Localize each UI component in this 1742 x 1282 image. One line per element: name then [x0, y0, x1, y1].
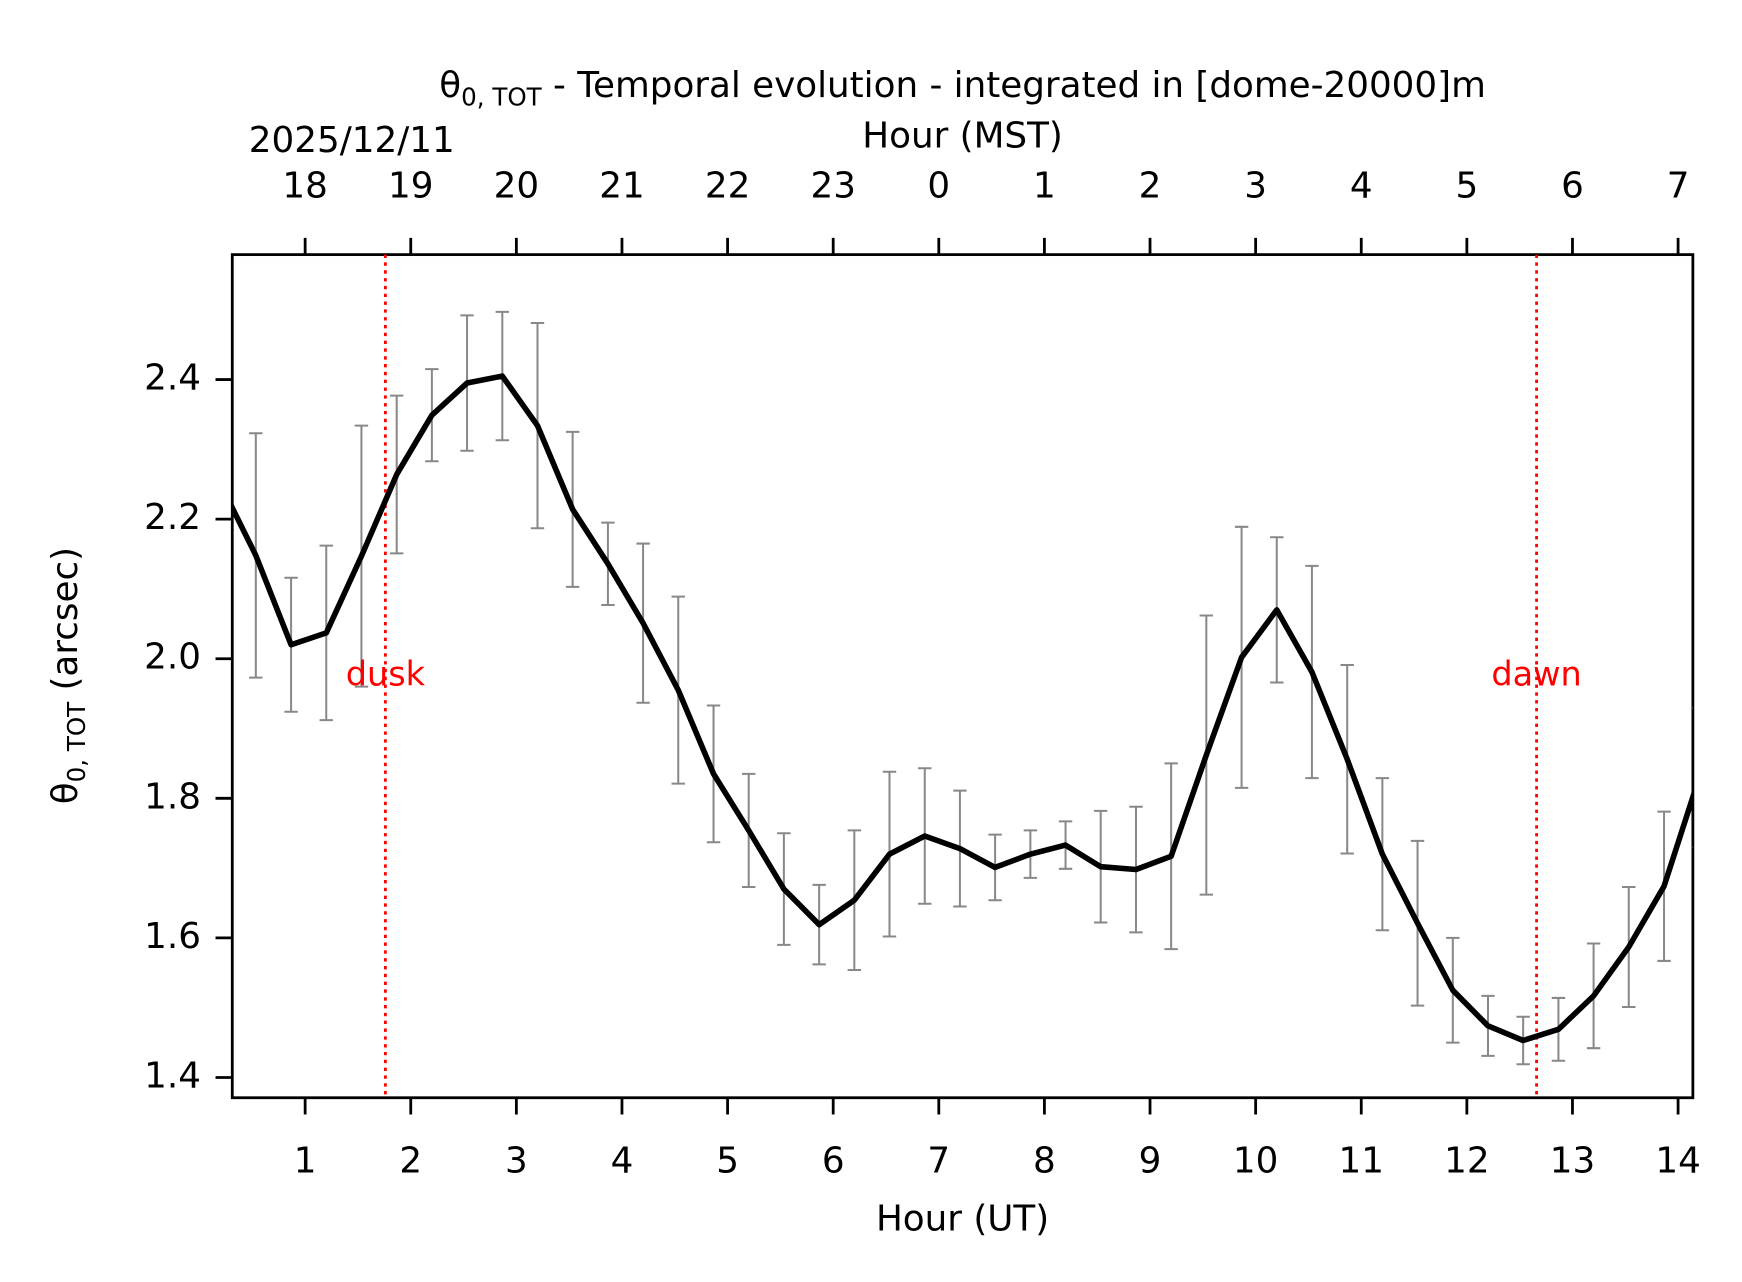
x2-tick-label: 3 [1244, 166, 1267, 207]
x-tick-label: 12 [1444, 1141, 1489, 1182]
chart-title: θ0, TOT - Temporal evolution - integrate… [439, 65, 1486, 111]
x2-tick-label: 5 [1455, 166, 1478, 207]
x2-tick-label: 2 [1139, 166, 1162, 207]
x2-tick-label: 1 [1033, 166, 1056, 207]
x-tick-label: 4 [611, 1141, 634, 1182]
x-tick-label: 14 [1655, 1141, 1700, 1182]
x-tick-label: 5 [716, 1141, 739, 1182]
x-tick-label: 8 [1033, 1141, 1056, 1182]
y-axis-label: θ0, TOT (arcsec) [45, 547, 91, 804]
x-tick-label: 9 [1139, 1141, 1162, 1182]
x2-tick-label: 20 [494, 166, 539, 207]
y-tick-label: 2.2 [144, 497, 201, 538]
x2-tick-label: 23 [810, 166, 855, 207]
date-label: 2025/12/11 [249, 120, 455, 161]
y-tick-label: 2.0 [144, 637, 201, 678]
x2-tick-label: 19 [388, 166, 433, 207]
data-line [232, 373, 1693, 1044]
x2-tick-label: 0 [927, 166, 950, 207]
x-tick-label: 3 [505, 1141, 528, 1182]
x-tick-label: 13 [1550, 1141, 1595, 1182]
y-tick-label: 1.8 [144, 776, 201, 817]
x-axis-label: Hour (UT) [876, 1199, 1049, 1240]
y-tick-label: 1.4 [144, 1055, 201, 1096]
title-text: - Temporal evolution - integrated in [do… [542, 65, 1486, 106]
x2-tick-label: 6 [1561, 166, 1584, 207]
y-tick-label: 1.6 [144, 916, 201, 957]
x-tick-label: 10 [1233, 1141, 1278, 1182]
x2-tick-label: 4 [1350, 166, 1373, 207]
x2-tick-label: 18 [282, 166, 327, 207]
x2-tick-label: 22 [705, 166, 750, 207]
annotation-label: dawn [1491, 655, 1581, 694]
x2-tick-label: 7 [1667, 166, 1690, 207]
ylabel-text: (arcsec) [45, 547, 86, 702]
x-tick-label: 6 [822, 1141, 845, 1182]
plot-frame [230, 253, 1695, 1100]
error-bar [1692, 706, 1693, 849]
x-tick-label: 1 [294, 1141, 317, 1182]
title-subscript: 0, TOT [461, 82, 543, 111]
x-tick-label: 7 [927, 1141, 950, 1182]
error-bar [214, 380, 227, 589]
annotation-label: dusk [346, 655, 426, 694]
title-symbol: θ [439, 65, 461, 106]
plot-area [214, 254, 1693, 1098]
x-tick-label: 11 [1339, 1141, 1384, 1182]
ylabel-symbol: θ [45, 782, 86, 804]
y-tick-label: 2.4 [144, 358, 201, 399]
ylabel-subscript: 0, TOT [62, 701, 91, 783]
x2-tick-label: 21 [599, 166, 644, 207]
x-tick-label: 2 [399, 1141, 422, 1182]
x2-axis-label: Hour (MST) [862, 115, 1063, 156]
